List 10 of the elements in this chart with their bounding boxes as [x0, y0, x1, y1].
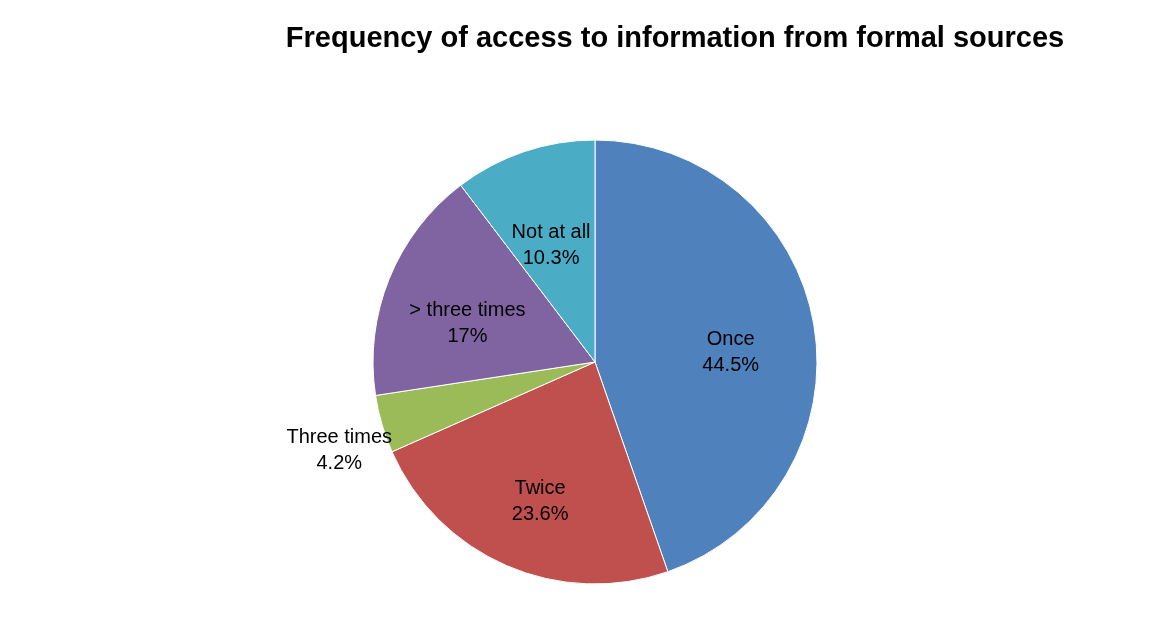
data-label: 17% — [447, 324, 488, 347]
chart-title: Frequency of access to information from formal sources — [285, 21, 1065, 53]
data-label: 10.3% — [522, 245, 580, 268]
slice-label: Once — [706, 327, 755, 350]
slice-label: Twice — [514, 476, 566, 499]
slice-label: > three times — [409, 298, 526, 321]
data-label: 23.6% — [511, 502, 569, 525]
data-label: 4.2% — [316, 450, 363, 473]
data-label: 44.5% — [702, 353, 760, 376]
slice-label: Not at all — [511, 219, 591, 242]
